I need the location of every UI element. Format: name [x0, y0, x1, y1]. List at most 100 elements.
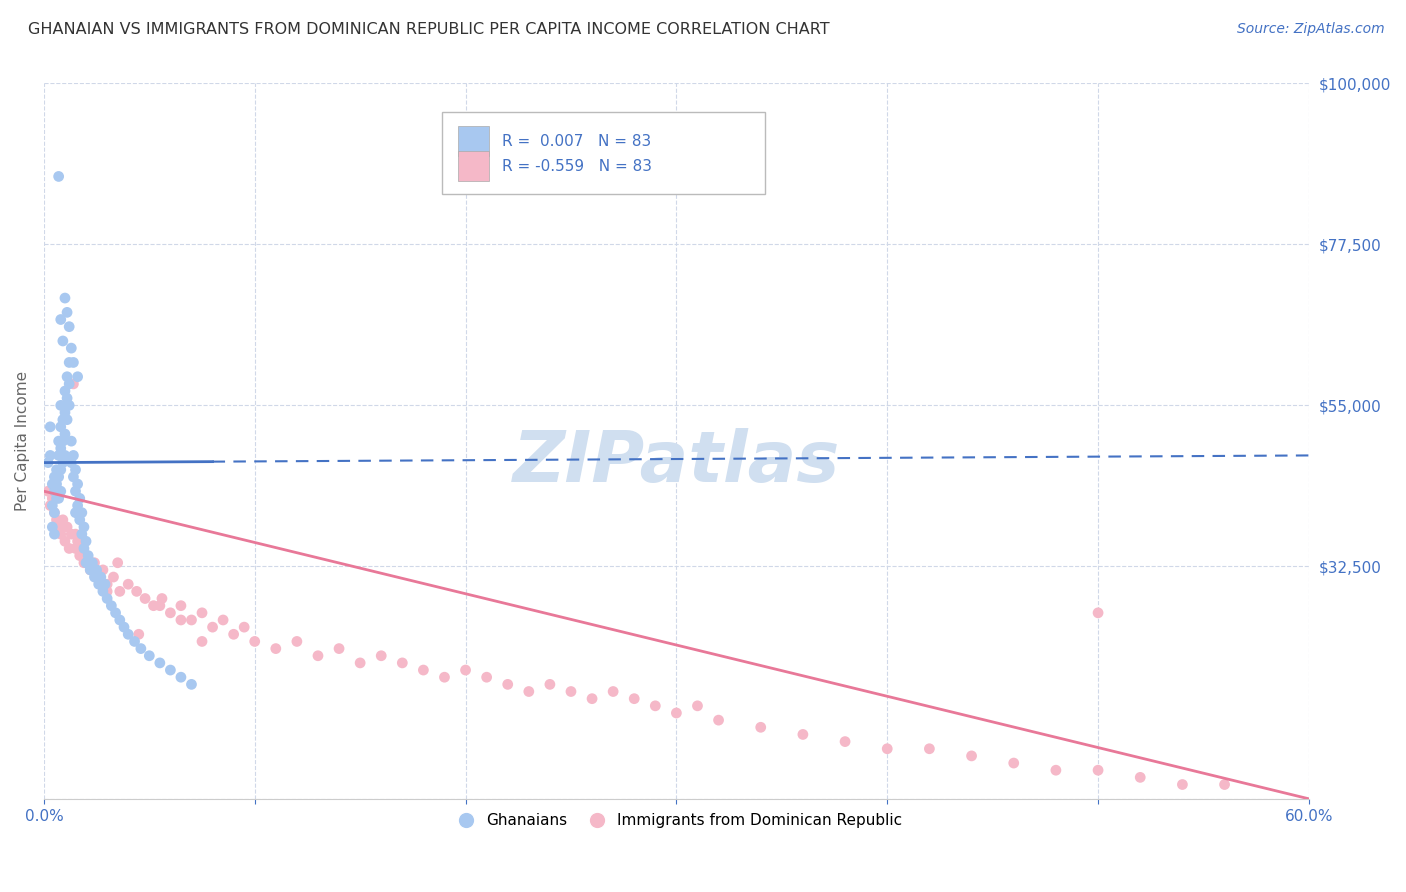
Point — [87, 577, 110, 591]
Text: GHANAIAN VS IMMIGRANTS FROM DOMINICAN REPUBLIC PER CAPITA INCOME CORRELATION CHA: GHANAIAN VS IMMIGRANTS FROM DOMINICAN RE… — [28, 22, 830, 37]
Point — [1213, 778, 1236, 792]
Point — [62, 449, 84, 463]
Point — [60, 527, 83, 541]
Point — [48, 491, 70, 506]
Point — [60, 434, 83, 449]
Point — [94, 577, 117, 591]
Point — [65, 463, 87, 477]
Point — [87, 570, 110, 584]
Point — [834, 734, 856, 748]
Point — [108, 584, 131, 599]
Point — [222, 627, 245, 641]
Point — [792, 727, 814, 741]
Point — [39, 499, 62, 513]
Point — [125, 584, 148, 599]
Point — [65, 527, 87, 541]
Point — [86, 563, 108, 577]
Point — [49, 463, 72, 477]
Point — [475, 670, 498, 684]
Point — [44, 527, 66, 541]
Point — [91, 584, 114, 599]
Point — [44, 506, 66, 520]
Point — [44, 484, 66, 499]
Point — [96, 591, 118, 606]
Point — [581, 691, 603, 706]
Point — [44, 470, 66, 484]
Point — [70, 541, 93, 556]
Bar — [443, 112, 765, 194]
Point — [53, 534, 76, 549]
Point — [517, 684, 540, 698]
Text: R = -0.559   N = 83: R = -0.559 N = 83 — [502, 159, 652, 174]
Point — [1171, 778, 1194, 792]
Point — [128, 627, 150, 641]
Point — [41, 491, 63, 506]
Y-axis label: Per Capita Income: Per Capita Income — [15, 371, 30, 511]
Point — [96, 577, 118, 591]
Point — [45, 491, 67, 506]
Point — [243, 634, 266, 648]
Point — [73, 556, 96, 570]
Point — [49, 420, 72, 434]
Text: R =  0.007   N = 83: R = 0.007 N = 83 — [502, 134, 651, 149]
Point — [39, 420, 62, 434]
Point — [285, 634, 308, 648]
Point — [56, 369, 79, 384]
Point — [49, 484, 72, 499]
Point — [100, 599, 122, 613]
Point — [66, 499, 89, 513]
Legend: Ghanaians, Immigrants from Dominican Republic: Ghanaians, Immigrants from Dominican Rep… — [444, 807, 908, 834]
Point — [45, 477, 67, 491]
Point — [264, 641, 287, 656]
Point — [665, 706, 688, 720]
Point — [56, 520, 79, 534]
Point — [117, 627, 139, 641]
Point — [49, 527, 72, 541]
Point — [149, 599, 172, 613]
Point — [52, 434, 75, 449]
Point — [433, 670, 456, 684]
Point — [170, 613, 193, 627]
Point — [70, 527, 93, 541]
Point — [49, 442, 72, 456]
Point — [37, 456, 59, 470]
Point — [876, 741, 898, 756]
Point — [58, 398, 80, 412]
Point — [52, 513, 75, 527]
Point — [66, 534, 89, 549]
Point — [48, 520, 70, 534]
Point — [104, 606, 127, 620]
Point — [60, 456, 83, 470]
Point — [602, 684, 624, 698]
Point — [707, 713, 730, 727]
Point — [180, 613, 202, 627]
Point — [170, 599, 193, 613]
Point — [307, 648, 329, 663]
Point — [107, 556, 129, 570]
Point — [45, 463, 67, 477]
Point — [103, 570, 125, 584]
Point — [75, 534, 97, 549]
Point — [48, 169, 70, 184]
Point — [129, 641, 152, 656]
Point — [66, 477, 89, 491]
Point — [56, 391, 79, 405]
Point — [1087, 606, 1109, 620]
Point — [86, 570, 108, 584]
Point — [37, 484, 59, 499]
Point — [45, 513, 67, 527]
Point — [1002, 756, 1025, 770]
Point — [79, 563, 101, 577]
Point — [65, 541, 87, 556]
Point — [142, 599, 165, 613]
Point — [70, 506, 93, 520]
Point — [90, 570, 112, 584]
Point — [83, 570, 105, 584]
Point — [180, 677, 202, 691]
Point — [62, 376, 84, 391]
Point — [117, 577, 139, 591]
Point — [58, 376, 80, 391]
Point — [108, 613, 131, 627]
Point — [75, 556, 97, 570]
Bar — [457, 127, 489, 156]
